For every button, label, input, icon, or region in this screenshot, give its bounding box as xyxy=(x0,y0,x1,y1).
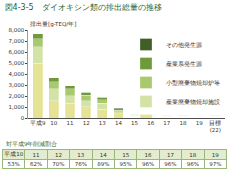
svg-text:13: 13 xyxy=(99,120,106,126)
svg-text:その他発生源: その他発生源 xyxy=(166,42,202,49)
svg-text:3,000: 3,000 xyxy=(9,82,25,88)
svg-text:排出量[g-TEQ/年]: 排出量[g-TEQ/年] xyxy=(30,21,76,28)
svg-text:16: 16 xyxy=(147,120,154,126)
html-text:70%: 70% xyxy=(52,161,65,167)
svg-text:11: 11 xyxy=(66,120,73,126)
html-text:95%: 95% xyxy=(119,161,132,167)
html-text:12: 12 xyxy=(55,151,62,158)
html-text:76%: 76% xyxy=(74,161,87,167)
svg-text:14: 14 xyxy=(115,120,122,126)
html-text:対平成9年削減割合: 対平成9年削減割合 xyxy=(6,141,58,147)
svg-text:産業系発生源: 産業系発生源 xyxy=(166,60,202,67)
html-text:13: 13 xyxy=(77,151,85,158)
svg-text:1,000: 1,000 xyxy=(9,104,25,110)
html-text:89%: 89% xyxy=(97,161,110,167)
svg-text:産業廃棄物焼却施設: 産業廃棄物焼却施設 xyxy=(166,98,220,105)
svg-text:17: 17 xyxy=(163,120,170,126)
html-text:平成10: 平成10 xyxy=(4,151,24,157)
html-text:97%: 97% xyxy=(209,161,222,167)
svg-text:0: 0 xyxy=(21,115,25,121)
html-text:96%: 96% xyxy=(186,161,199,167)
svg-text:8,000: 8,000 xyxy=(9,27,25,33)
svg-text:一般廃棄物焼却施設: 一般廃棄物焼却施設 xyxy=(166,117,220,118)
svg-text:小型廃棄物焼却炉等: 小型廃棄物焼却炉等 xyxy=(166,79,220,86)
svg-text:5,000: 5,000 xyxy=(9,60,25,66)
html-text:14: 14 xyxy=(99,151,107,158)
html-text:62%: 62% xyxy=(30,161,43,167)
html-text:53%: 53% xyxy=(7,161,20,167)
html-text:15: 15 xyxy=(122,151,130,158)
svg-text:19: 19 xyxy=(196,120,203,126)
svg-text:平成9: 平成9 xyxy=(30,120,46,126)
html-text:18: 18 xyxy=(189,151,197,158)
html-text:17: 17 xyxy=(166,151,174,158)
svg-text:7,000: 7,000 xyxy=(9,38,25,44)
svg-text:6,000: 6,000 xyxy=(9,49,25,55)
html-text:19: 19 xyxy=(211,151,219,158)
html-text:96%: 96% xyxy=(141,161,155,167)
svg-text:12: 12 xyxy=(83,120,90,126)
html-text:16: 16 xyxy=(144,151,152,158)
svg-text:4,000: 4,000 xyxy=(9,71,25,77)
svg-text:図4-3-5 ダイオキシン類の排出総量の推移: 図4-3-5 ダイオキシン類の排出総量の推移 xyxy=(5,3,162,12)
svg-text:2,000: 2,000 xyxy=(9,93,25,99)
svg-text:15: 15 xyxy=(131,120,138,126)
html-text:11: 11 xyxy=(32,151,40,158)
svg-text:目標(22): 目標(22) xyxy=(209,120,221,133)
svg-text:18: 18 xyxy=(180,120,187,126)
html-text:96%: 96% xyxy=(164,161,177,167)
svg-text:10: 10 xyxy=(50,120,57,126)
